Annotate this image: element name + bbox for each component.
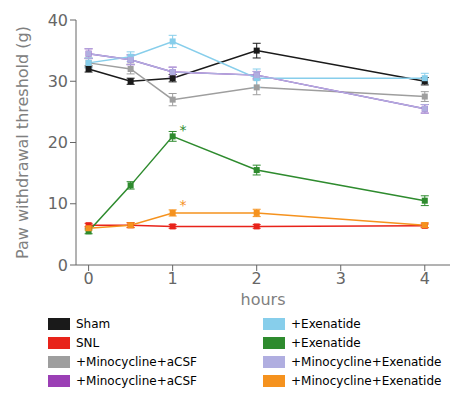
svg-text:*: * bbox=[179, 197, 186, 213]
svg-text:Paw withdrawal threshold (g): Paw withdrawal threshold (g) bbox=[13, 26, 32, 259]
svg-text:2: 2 bbox=[252, 269, 262, 288]
html-text:+Minocycline+Exenatide: +Minocycline+Exenatide bbox=[291, 374, 442, 388]
svg-text:20: 20 bbox=[48, 133, 68, 152]
svg-text:1: 1 bbox=[168, 269, 178, 288]
svg-text:4: 4 bbox=[420, 269, 430, 288]
svg-text:40: 40 bbox=[48, 11, 68, 30]
html-text:+Minocycline+aCSF: +Minocycline+aCSF bbox=[76, 374, 197, 388]
svg-text:*: * bbox=[179, 122, 186, 138]
html-text:Sham: Sham bbox=[76, 317, 111, 331]
html-text:+Minocycline+Exenatide: +Minocycline+Exenatide bbox=[291, 355, 442, 369]
svg-text:10: 10 bbox=[48, 194, 68, 213]
svg-text:3: 3 bbox=[336, 269, 346, 288]
html-text:+Minocycline+aCSF: +Minocycline+aCSF bbox=[76, 355, 197, 369]
svg-text:30: 30 bbox=[48, 72, 68, 91]
svg-text:hours: hours bbox=[241, 290, 286, 309]
html-text:+Exenatide: +Exenatide bbox=[291, 336, 361, 350]
html-text:SNL: SNL bbox=[76, 336, 100, 350]
svg-text:0: 0 bbox=[84, 269, 94, 288]
svg-text:0: 0 bbox=[58, 256, 68, 275]
html-text:+Exenatide: +Exenatide bbox=[291, 317, 361, 331]
